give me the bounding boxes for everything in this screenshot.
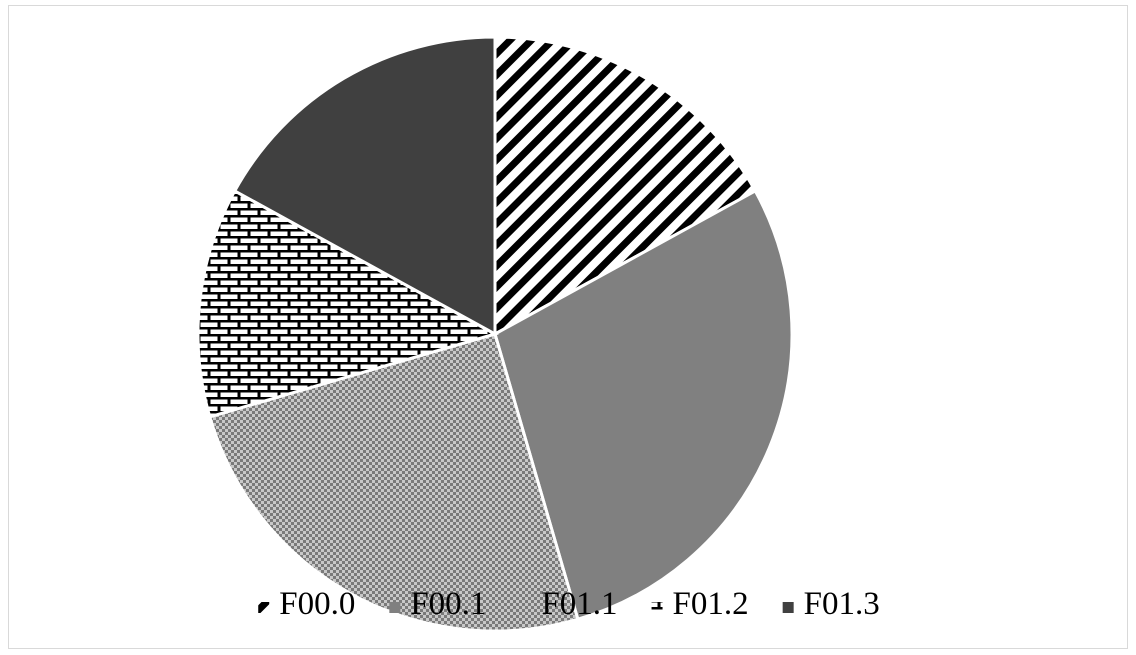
pie-slice-f00-0 [493, 35, 758, 337]
pie-slice-f01-1 [207, 332, 580, 633]
legend-label-f01-2: F01.2 [673, 586, 749, 622]
legend-marker-f01-1 [520, 602, 532, 613]
pie-slice-f00-1 [493, 188, 794, 622]
legend-label-f01-3: F01.3 [804, 586, 880, 622]
legend-label-f01-1: F01.1 [541, 586, 617, 622]
pie-slices [196, 35, 794, 633]
legend-marker-f00-1 [389, 602, 401, 613]
pie-slice-f01-2 [196, 188, 499, 419]
chart-area: F00.0 F00.1 F01.1 F01.2 F01.3 [8, 5, 1128, 649]
pie-chart: F00.0 F00.1 F01.1 F01.2 F01.3 [196, 35, 880, 633]
legend-marker-f01-3 [782, 602, 794, 613]
legend-marker-f00-0 [258, 602, 270, 613]
legend-label-f00-1: F00.1 [410, 586, 486, 622]
pie-slice-f01-3 [232, 35, 497, 337]
legend-marker-f01-2 [651, 602, 663, 613]
legend-label-f00-0: F00.0 [279, 586, 355, 622]
legend: F00.0 F00.1 F01.1 F01.2 F01.3 [258, 586, 880, 622]
